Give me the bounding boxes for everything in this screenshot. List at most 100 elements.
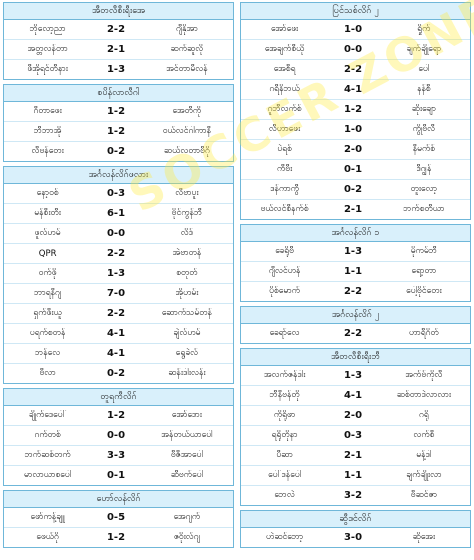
away-team: ဗိုင်ကွန်ဘီ xyxy=(171,207,203,218)
home-team: ပေါ်ဒန်ပေါ xyxy=(268,469,302,480)
home-team: ပဲရစ် xyxy=(277,143,292,154)
home-team: ဂျီလင်ဟန် xyxy=(268,265,301,276)
match-score: 2-0 xyxy=(343,144,363,155)
league-section: ပြင်သစ်လိဂ် ၂အော်ဖေး 1-0 ရှိုက် အေချက်စီယို… xyxy=(240,2,471,220)
match-score: 0-0 xyxy=(106,228,126,239)
home-team: ဒန်ကာကွီ xyxy=(270,183,300,194)
league-title: အင်္ဂလန်လိဂ် ၂ xyxy=(241,307,470,324)
away-team: ဗီဇီအာပေါ xyxy=(170,449,203,460)
away-team: ဆက်ဆူလို xyxy=(170,43,204,54)
home-team: ပရက်စတန် xyxy=(29,327,66,338)
match-row: ဘက်ဆစ်တက် 3-3 ဗီဇီအာပေါ xyxy=(4,446,233,466)
home-team: ပိုစ်မောက် xyxy=(269,285,301,296)
match-row: ဗယ်လင်စီနက်စ် 2-1 ဘက်စတီယာ xyxy=(241,200,470,219)
match-row: မန်စီးတီး 6-1 ဗိုင်ကွန်ဘီ xyxy=(4,204,233,224)
match-score: 2-2 xyxy=(343,64,363,75)
away-team: ဆီဗက်ပေါ xyxy=(170,469,204,480)
match-row: ဂရီနိဘယ် 4-1 နန်စီ xyxy=(241,80,470,100)
home-team: ကိုရိုဖာ xyxy=(273,409,296,420)
match-row: ဝက်ဖို 1-3 စတုတ် xyxy=(4,264,233,284)
away-team: ချက်ချိုးလာ xyxy=(406,469,442,480)
away-team: နီမက်စ် xyxy=(412,143,436,154)
away-team: အင်တာမီလန် xyxy=(166,63,208,74)
match-row: ဖီအိုရင်တီနား 1-3 အင်တာမီလန် xyxy=(4,60,233,79)
away-team: လိဒ် xyxy=(180,227,194,238)
away-team: လီဗာပူး xyxy=(175,187,199,198)
match-score: 1-2 xyxy=(106,126,126,137)
away-team: ဆယ်လတာဗီဂို xyxy=(163,145,210,156)
home-team: ဖေယ်ဂို xyxy=(36,531,59,542)
match-score: 1-2 xyxy=(106,106,126,117)
match-score: 1-2 xyxy=(106,532,126,543)
home-team: မန်စီးတီး xyxy=(34,207,61,218)
home-team: ဘိုလော့ညာ xyxy=(29,23,66,34)
match-row: ဂျီလင်ဟန် 1-1 ရော့တာ xyxy=(241,262,470,282)
home-team: ဖော်ကန့်ချူ xyxy=(30,511,65,522)
home-team: လီဗန်တေး xyxy=(31,145,64,156)
home-team: ဗီလာ xyxy=(39,367,56,378)
match-score: 1-2 xyxy=(106,410,126,421)
league-section: အီတလီစီးရီးဘီ အလက်ဇန်ဒါး 1-3 အက်ဗ်ကိုလီ ဘီနီ… xyxy=(240,348,471,506)
league-title: စပိန်လာလီဂါ xyxy=(4,85,233,102)
league-section: အင်္ဂလန်လိဂ် ၂ခေရာ်လေ 2-2 ဟာရီဂိတ် xyxy=(240,306,471,344)
match-score: 1-3 xyxy=(106,268,126,279)
home-team: ရရိုတိုနာ xyxy=(271,429,298,440)
league-section: ဟော်လန်လိဂ် ဖော်ကန့်ချူ 0-5 အေဂျက်ဖေယ်ဂို 1-… xyxy=(3,490,234,548)
match-score: 1-1 xyxy=(343,266,363,277)
away-team: ဆန်းဒါးလန်း xyxy=(168,367,206,378)
away-team: မန့်ဒါ xyxy=(416,449,432,460)
home-team: ဖူလ်ဟမ် xyxy=(34,227,61,238)
home-team: ဘာရနီဂျ xyxy=(34,287,62,298)
right-column: ပြင်သစ်လိဂ် ၂အော်ဖေး 1-0 ရှိုက် အေချက်စီယို… xyxy=(240,2,471,552)
home-team: ခေရိုဗီ xyxy=(275,245,295,256)
away-team: မိုကမ်ဘီ xyxy=(410,245,437,256)
away-team: အက်ဗ်ကိုလီ xyxy=(405,369,443,380)
match-row: အလက်ဇန်ဒါး 1-3 အက်ဗ်ကိုလီ xyxy=(241,366,470,386)
match-row: မာလာယာစပေါ 0-1 ဆီဗက်ပေါ xyxy=(4,466,233,485)
league-title: တူရကီလိဂ် xyxy=(4,389,233,406)
away-team: ရော့တာ xyxy=(411,265,437,276)
match-score: 4-1 xyxy=(343,84,363,95)
away-team: ရှိုက် xyxy=(417,23,431,34)
home-team: ခေရာ်လေ xyxy=(269,327,300,338)
home-team: အေစီရ xyxy=(273,63,296,74)
away-team: ကွိုဗီလီ xyxy=(412,123,436,134)
away-team: ဝယ်လင်ဂါကာနီ xyxy=(162,125,212,136)
match-row: ဘိုလော့ညာ 2-2 ဂျီနိုအာ xyxy=(4,20,233,40)
match-score: 2-2 xyxy=(106,308,126,319)
away-team: ဘက်စတီယာ xyxy=(403,203,445,214)
match-score: 6-1 xyxy=(106,208,126,219)
away-team: အဲဗာတန် xyxy=(172,247,202,258)
match-score: 0-0 xyxy=(343,44,363,55)
match-row: ချိုက်ဒေပေါ် 1-2 အော်ဒေား xyxy=(4,406,233,426)
match-row: အတ္တလန်တာ 2-1 ဆက်ဆူလို xyxy=(4,40,233,60)
match-score: 2-1 xyxy=(343,450,363,461)
match-score: 3-2 xyxy=(343,490,363,501)
match-row: ပေါ်ဒန်ပေါ 1-1 ချက်ချိုးလာ xyxy=(241,466,470,486)
match-score: 4-1 xyxy=(343,390,363,401)
match-row: ကီဗီး 0-1 ဒီဂျွန် xyxy=(241,160,470,180)
league-title: ဟော်လန်လိဂ် xyxy=(4,491,233,508)
match-row: ဖူလ်ဟမ် 0-0 လိဒ် xyxy=(4,224,233,244)
match-score: 2-1 xyxy=(106,44,126,55)
home-team: ကီဗီး xyxy=(276,163,293,174)
match-row: အော်ဖေး 1-0 ရှိုက် xyxy=(241,20,470,40)
match-row: ကိုရိုဖာ 2-0 ဂရို xyxy=(241,406,470,426)
home-team: ဘက်ဆစ်တက် xyxy=(24,449,71,460)
match-score: 0-0 xyxy=(106,430,126,441)
match-score: 1-0 xyxy=(343,124,363,135)
away-team: ချက်ချိုရော xyxy=(406,43,442,54)
league-title: အင်္ဂလန်လိဂ်ဖလား xyxy=(4,167,233,184)
match-row: ဗီလာ 0-2 ဆန်းဒါးလန်း xyxy=(4,364,233,383)
match-score: 1-2 xyxy=(343,104,363,115)
home-team: ဝက်ဖို xyxy=(38,267,57,278)
match-score: 1-3 xyxy=(343,370,363,381)
home-team: ဂရီနိဘယ် xyxy=(269,83,300,94)
match-score: 2-2 xyxy=(343,286,363,297)
match-score: 0-1 xyxy=(106,470,126,481)
match-score: 0-1 xyxy=(343,164,363,175)
match-row: ဖော်ကန့်ချူ 0-5 အေဂျက် xyxy=(4,508,233,528)
home-team: ဘီဘာအို xyxy=(33,125,62,136)
home-team: ဖီအိုရင်တီနား xyxy=(27,63,68,74)
away-team: ဆိုးချော xyxy=(411,103,437,114)
